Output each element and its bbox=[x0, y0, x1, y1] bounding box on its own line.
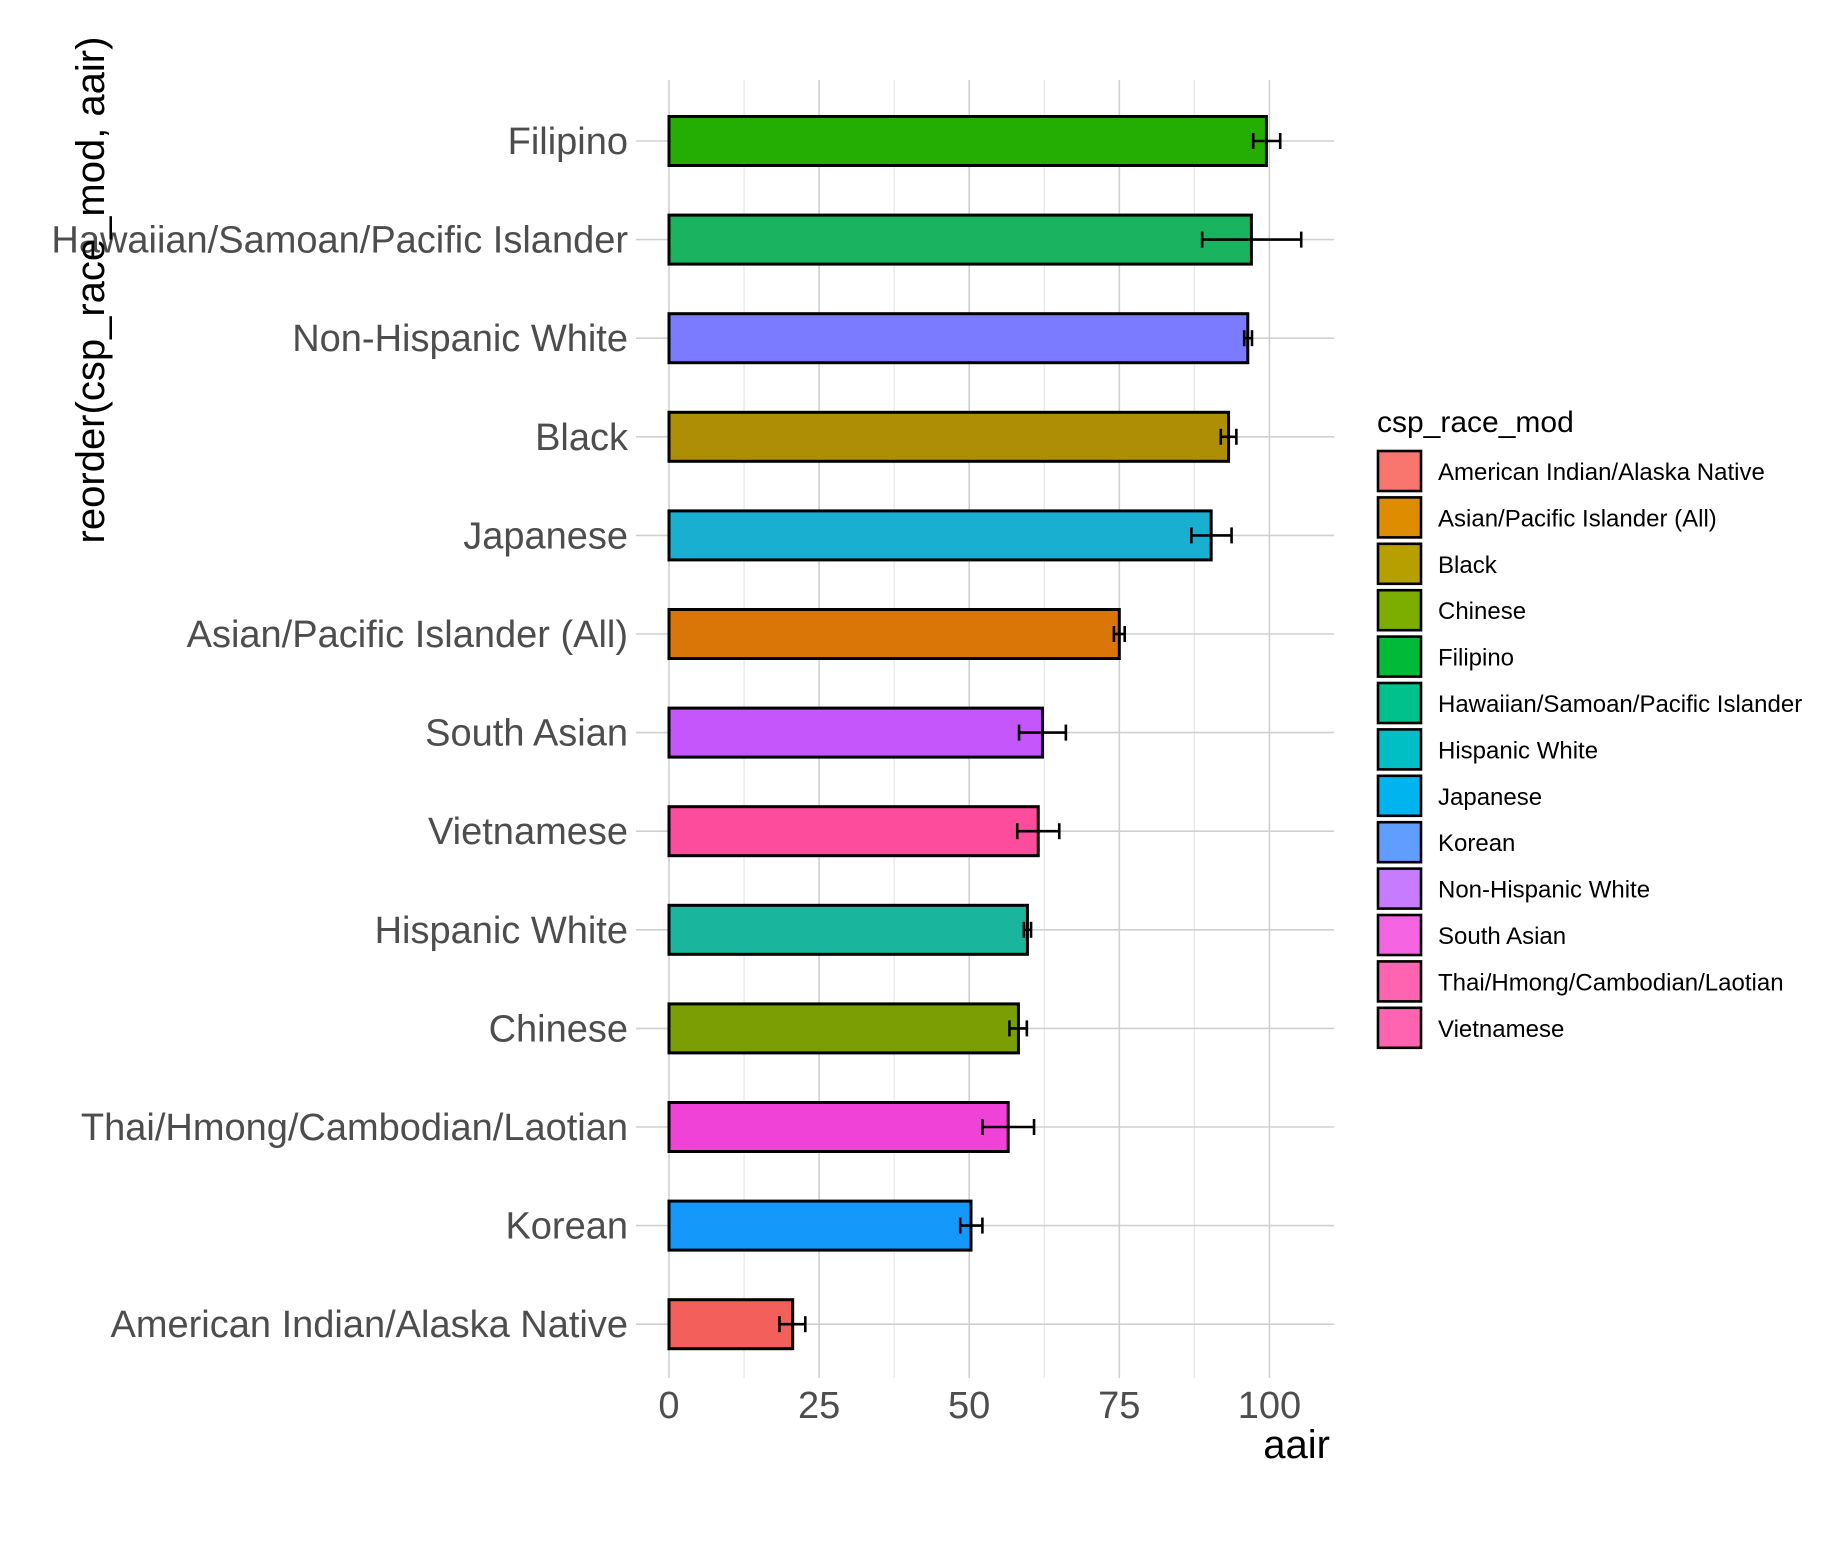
legend-label: Hawaiian/Samoan/Pacific Islander bbox=[1438, 691, 1802, 718]
bar bbox=[667, 1002, 1020, 1055]
bar bbox=[667, 1101, 1010, 1153]
legend-swatch bbox=[1376, 496, 1423, 539]
y-tick-label: Hawaiian/Samoan/Pacific Islander bbox=[51, 220, 628, 262]
legend-swatch bbox=[1376, 913, 1423, 957]
legend-swatch bbox=[1376, 542, 1423, 586]
x-tick-label: 0 bbox=[658, 1385, 679, 1427]
legend-label: American Indian/Alaska Native bbox=[1438, 459, 1765, 486]
x-axis-title: aair bbox=[1263, 1423, 1330, 1467]
legend-label: Japanese bbox=[1438, 784, 1542, 811]
y-tick-label: South Asian bbox=[425, 713, 628, 755]
legend-swatch bbox=[1376, 728, 1423, 771]
legend-swatch bbox=[1376, 820, 1423, 864]
y-tick-label: Filipino bbox=[508, 121, 628, 163]
legend-title: csp_race_mod bbox=[1377, 406, 1574, 439]
bar bbox=[667, 509, 1213, 562]
bar bbox=[667, 1298, 795, 1351]
legend-label: Black bbox=[1438, 552, 1498, 579]
bars bbox=[667, 115, 1268, 1351]
x-tick-label: 75 bbox=[1098, 1385, 1140, 1427]
x-tick-label: 25 bbox=[798, 1385, 840, 1427]
y-tick-label: Thai/Hmong/Cambodian/Laotian bbox=[81, 1107, 628, 1149]
y-tick-label: Vietnamese bbox=[428, 811, 628, 853]
legend-label: Vietnamese bbox=[1438, 1016, 1564, 1043]
legend-label: Hispanic White bbox=[1438, 737, 1598, 764]
legend-items: American Indian/Alaska Native Asian/Pacif… bbox=[1376, 449, 1802, 1050]
legend-label: Chinese bbox=[1438, 598, 1526, 625]
legend-swatch bbox=[1376, 635, 1423, 678]
bar bbox=[667, 903, 1029, 956]
legend-label: Filipino bbox=[1438, 645, 1514, 672]
x-tick-labels: 0 25 50 75 100 bbox=[658, 1385, 1301, 1427]
y-tick-label: Non-Hispanic White bbox=[292, 318, 628, 360]
y-tick-labels: Filipino Hawaiian/Samoan/Pacific Islander… bbox=[51, 121, 629, 1346]
legend-label: South Asian bbox=[1438, 923, 1566, 950]
y-tick-label: Asian/Pacific Islander (All) bbox=[187, 614, 628, 656]
legend-label: Asian/Pacific Islander (All) bbox=[1438, 505, 1717, 532]
legend-swatch bbox=[1376, 681, 1423, 725]
bar bbox=[667, 115, 1268, 167]
legend-swatch bbox=[1376, 588, 1423, 632]
bar bbox=[667, 1199, 973, 1252]
bar bbox=[667, 608, 1121, 660]
legend-swatch bbox=[1376, 1006, 1423, 1050]
bar bbox=[667, 706, 1044, 759]
legend-swatch bbox=[1376, 449, 1423, 493]
y-tick-label: Hispanic White bbox=[375, 910, 628, 952]
bar bbox=[667, 213, 1253, 266]
legend-label: Non-Hispanic White bbox=[1438, 877, 1650, 904]
y-tick-label: Chinese bbox=[489, 1008, 628, 1050]
x-tick-label: 100 bbox=[1238, 1385, 1301, 1427]
y-axis-title: reorder(csp_race_mod, aair) bbox=[69, 37, 113, 544]
legend-label: Thai/Hmong/Cambodian/Laotian bbox=[1438, 969, 1784, 996]
legend-label: Korean bbox=[1438, 830, 1515, 857]
error-bars bbox=[778, 133, 1303, 1333]
legend-swatch bbox=[1376, 774, 1423, 818]
y-tick-label: Black bbox=[535, 417, 629, 459]
legend-swatch bbox=[1376, 960, 1423, 1003]
legend-swatch bbox=[1376, 867, 1423, 910]
y-tick-label: Japanese bbox=[463, 515, 628, 557]
bar bbox=[667, 312, 1250, 365]
x-tick-label: 50 bbox=[948, 1385, 990, 1427]
bar bbox=[667, 805, 1040, 858]
y-tick-label: Korean bbox=[505, 1206, 628, 1248]
legend: csp_race_mod American Indian/Alaska Nati… bbox=[1376, 406, 1802, 1050]
bar bbox=[667, 410, 1231, 463]
y-tick-label: American Indian/Alaska Native bbox=[111, 1304, 628, 1346]
